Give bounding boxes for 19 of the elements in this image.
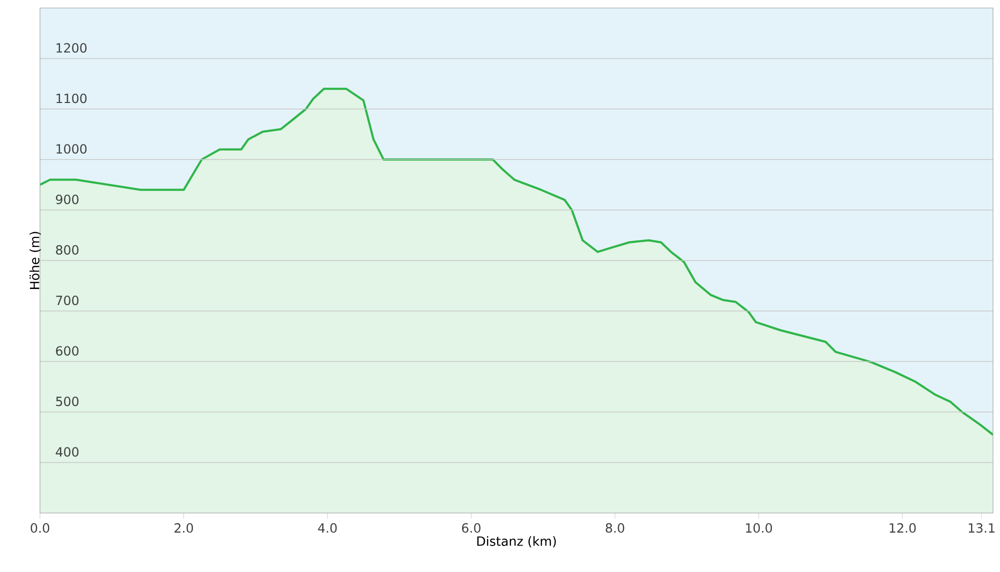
x-tick-label: 13.1 — [968, 523, 994, 533]
x-axis-title: Distanz (km) — [477, 536, 556, 548]
x-tick-label: 12.0 — [890, 523, 916, 533]
x-tick-label: 4.0 — [318, 523, 337, 533]
x-tick-label: 2.0 — [174, 523, 193, 533]
y-tick-label: 600 — [56, 346, 78, 356]
y-tick-label: 1200 — [56, 43, 87, 53]
x-tick-label: 10.0 — [746, 523, 772, 533]
y-tick-label: 1100 — [56, 94, 87, 104]
x-tick-label: 6.0 — [462, 523, 480, 533]
y-tick-label: 1000 — [56, 144, 87, 154]
y-tick-label: 900 — [56, 194, 78, 204]
y-tick-label: 700 — [56, 296, 78, 306]
y-axis-title: Höhe (m) — [30, 232, 41, 289]
x-tick-label: 0.0 — [30, 523, 50, 533]
y-tick-label: 500 — [56, 396, 78, 406]
x-tick-label: 8.0 — [606, 523, 624, 533]
y-tick-label: 800 — [56, 245, 78, 255]
y-tick-label: 400 — [56, 447, 78, 457]
